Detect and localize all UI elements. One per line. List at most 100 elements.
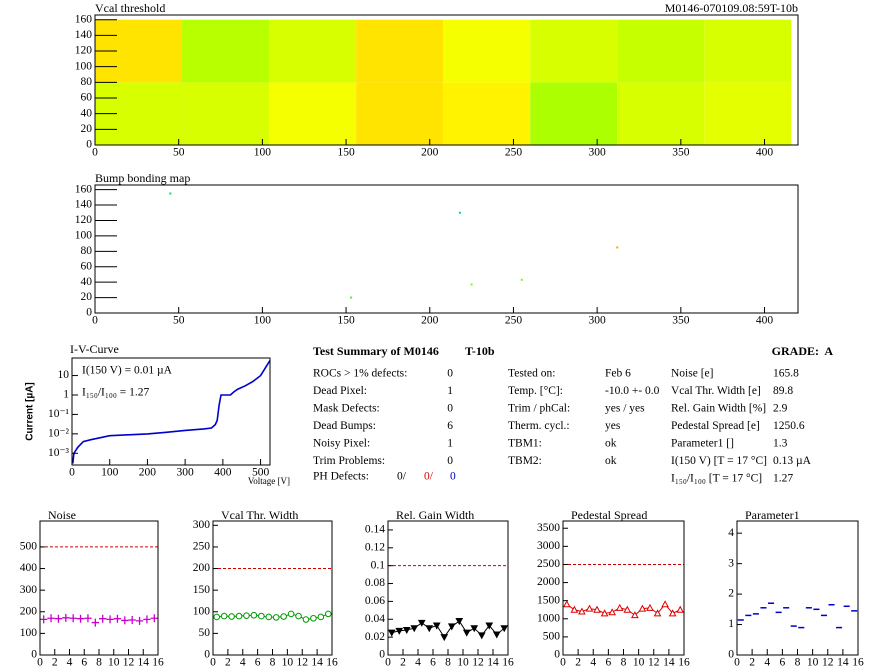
marker <box>417 619 426 627</box>
summary-label: I(150 V) [T = 17 °C] <box>671 455 767 467</box>
x-tick-label: 16 <box>326 657 338 669</box>
x-tick-label: 6 <box>606 657 612 669</box>
y-tick-label: 80 <box>81 76 93 88</box>
summary-label: PH Defects: <box>313 471 369 483</box>
x-tick-label: 300 <box>589 147 607 159</box>
x-tick-label: 10 <box>108 657 120 669</box>
x-tick-label: 4 <box>590 657 596 669</box>
summary-value: 0 <box>447 368 453 380</box>
y-tick-label: 100 <box>75 60 93 72</box>
y-tick-label: 3500 <box>537 522 560 534</box>
x-tick-label: 2 <box>225 657 231 669</box>
x-tick-label: 0 <box>560 657 566 669</box>
summary-title: Test Summary of M0146 <box>313 344 439 358</box>
marker <box>615 603 624 611</box>
y-tick-label: 100 <box>193 605 211 617</box>
chart-annotation: M0146-070109.08:59T-10b <box>665 1 798 15</box>
y-tick-label: 80 <box>81 245 93 257</box>
marker <box>228 613 235 620</box>
heatmap-cell <box>356 82 444 145</box>
summary-value: yes <box>605 420 621 432</box>
marker <box>243 612 250 619</box>
x-tick-label: 0 <box>210 657 216 669</box>
series-line <box>391 620 505 639</box>
summary-value: 1.27 <box>773 473 793 485</box>
x-tick-label: 400 <box>214 467 232 479</box>
marker <box>395 627 404 635</box>
x-tick-label: 0 <box>92 147 98 159</box>
x-tick-label: 350 <box>672 315 690 327</box>
x-tick-label: 100 <box>101 467 119 479</box>
marker <box>99 614 107 623</box>
x-tick-label: 200 <box>421 315 439 327</box>
x-tick-label: 150 <box>337 315 355 327</box>
plot-frame <box>212 520 333 656</box>
x-tick-label: 350 <box>672 147 690 159</box>
y-tick-label: 100 <box>75 230 93 242</box>
y-tick-label: 2000 <box>537 576 560 588</box>
x-tick-label: 10 <box>282 657 294 669</box>
marker <box>562 600 571 608</box>
marker <box>150 614 158 623</box>
marker <box>40 615 48 624</box>
y-tick-label: 0 <box>86 139 92 151</box>
x-tick-label: 100 <box>254 315 272 327</box>
x-tick-label: 250 <box>505 315 523 327</box>
summary-label: Noisy Pixel: <box>313 438 370 450</box>
marker <box>646 603 654 611</box>
summary-value: 0 <box>447 403 453 415</box>
x-tick-label: 16 <box>152 657 164 669</box>
heatmap-cell <box>617 82 705 145</box>
annotation: I₁₅₀/I₁₀₀ = 1.27 <box>82 387 150 399</box>
marker <box>220 612 228 620</box>
x-tick-label: 12 <box>123 657 135 669</box>
heatmap-cell <box>530 19 618 83</box>
y-tick-label: 50 <box>199 627 211 639</box>
y-tick-label: 500 <box>543 631 561 643</box>
x-tick-label: 300 <box>177 467 195 479</box>
summary-value: Feb 6 <box>605 368 631 380</box>
summary-value: ok <box>605 455 617 467</box>
y-tick-label: 40 <box>81 107 93 119</box>
heatmap-cell <box>443 19 531 83</box>
marker <box>455 618 464 626</box>
marker <box>287 610 295 618</box>
y-tick-label: 1 <box>728 618 734 630</box>
y-tick-label: 3 <box>728 557 734 569</box>
plot-frame <box>71 357 271 466</box>
x-tick-label: 8 <box>795 657 801 669</box>
y-tick-label: 140 <box>75 199 93 211</box>
marker <box>106 615 114 624</box>
marker <box>387 629 396 637</box>
x-tick-label: 12 <box>472 657 484 669</box>
y-tick-label: 300 <box>193 519 211 531</box>
marker <box>69 614 77 623</box>
marker <box>280 613 287 620</box>
marker <box>47 614 55 623</box>
marker <box>310 614 317 622</box>
summary-label: Mask Defects: <box>313 403 380 415</box>
y-tick-label: 0.12 <box>365 541 385 553</box>
chart-title: Parameter1 <box>745 508 800 522</box>
heatmap-cell <box>617 19 705 83</box>
x-tick-label: 8 <box>445 657 451 669</box>
summary-label: Noise [e] <box>671 368 713 380</box>
summary-label: Pedestal Spread [e] <box>671 420 760 432</box>
y-tick-label: 160 <box>75 13 93 25</box>
y-tick-label: 500 <box>20 541 38 553</box>
x-tick-label: 8 <box>96 657 102 669</box>
marker <box>570 605 579 613</box>
heatmap-cell <box>269 19 357 83</box>
marker <box>432 622 441 630</box>
x-tick-label: 14 <box>311 657 323 669</box>
y-tick-label: 10⁻³ <box>48 447 70 459</box>
chart-title: Vcal Thr. Width <box>221 508 298 522</box>
x-tick-label: 6 <box>81 657 87 669</box>
x-tick-label: 14 <box>138 657 150 669</box>
x-tick-label: 500 <box>252 467 270 479</box>
y-tick-label: 20 <box>81 123 93 135</box>
annotation: I(150 V) = 0.01 µA <box>82 365 173 377</box>
y-tick-label: 300 <box>20 584 38 596</box>
summary-label: TBM2: <box>508 455 542 467</box>
y-tick-label: 0.06 <box>365 595 385 607</box>
